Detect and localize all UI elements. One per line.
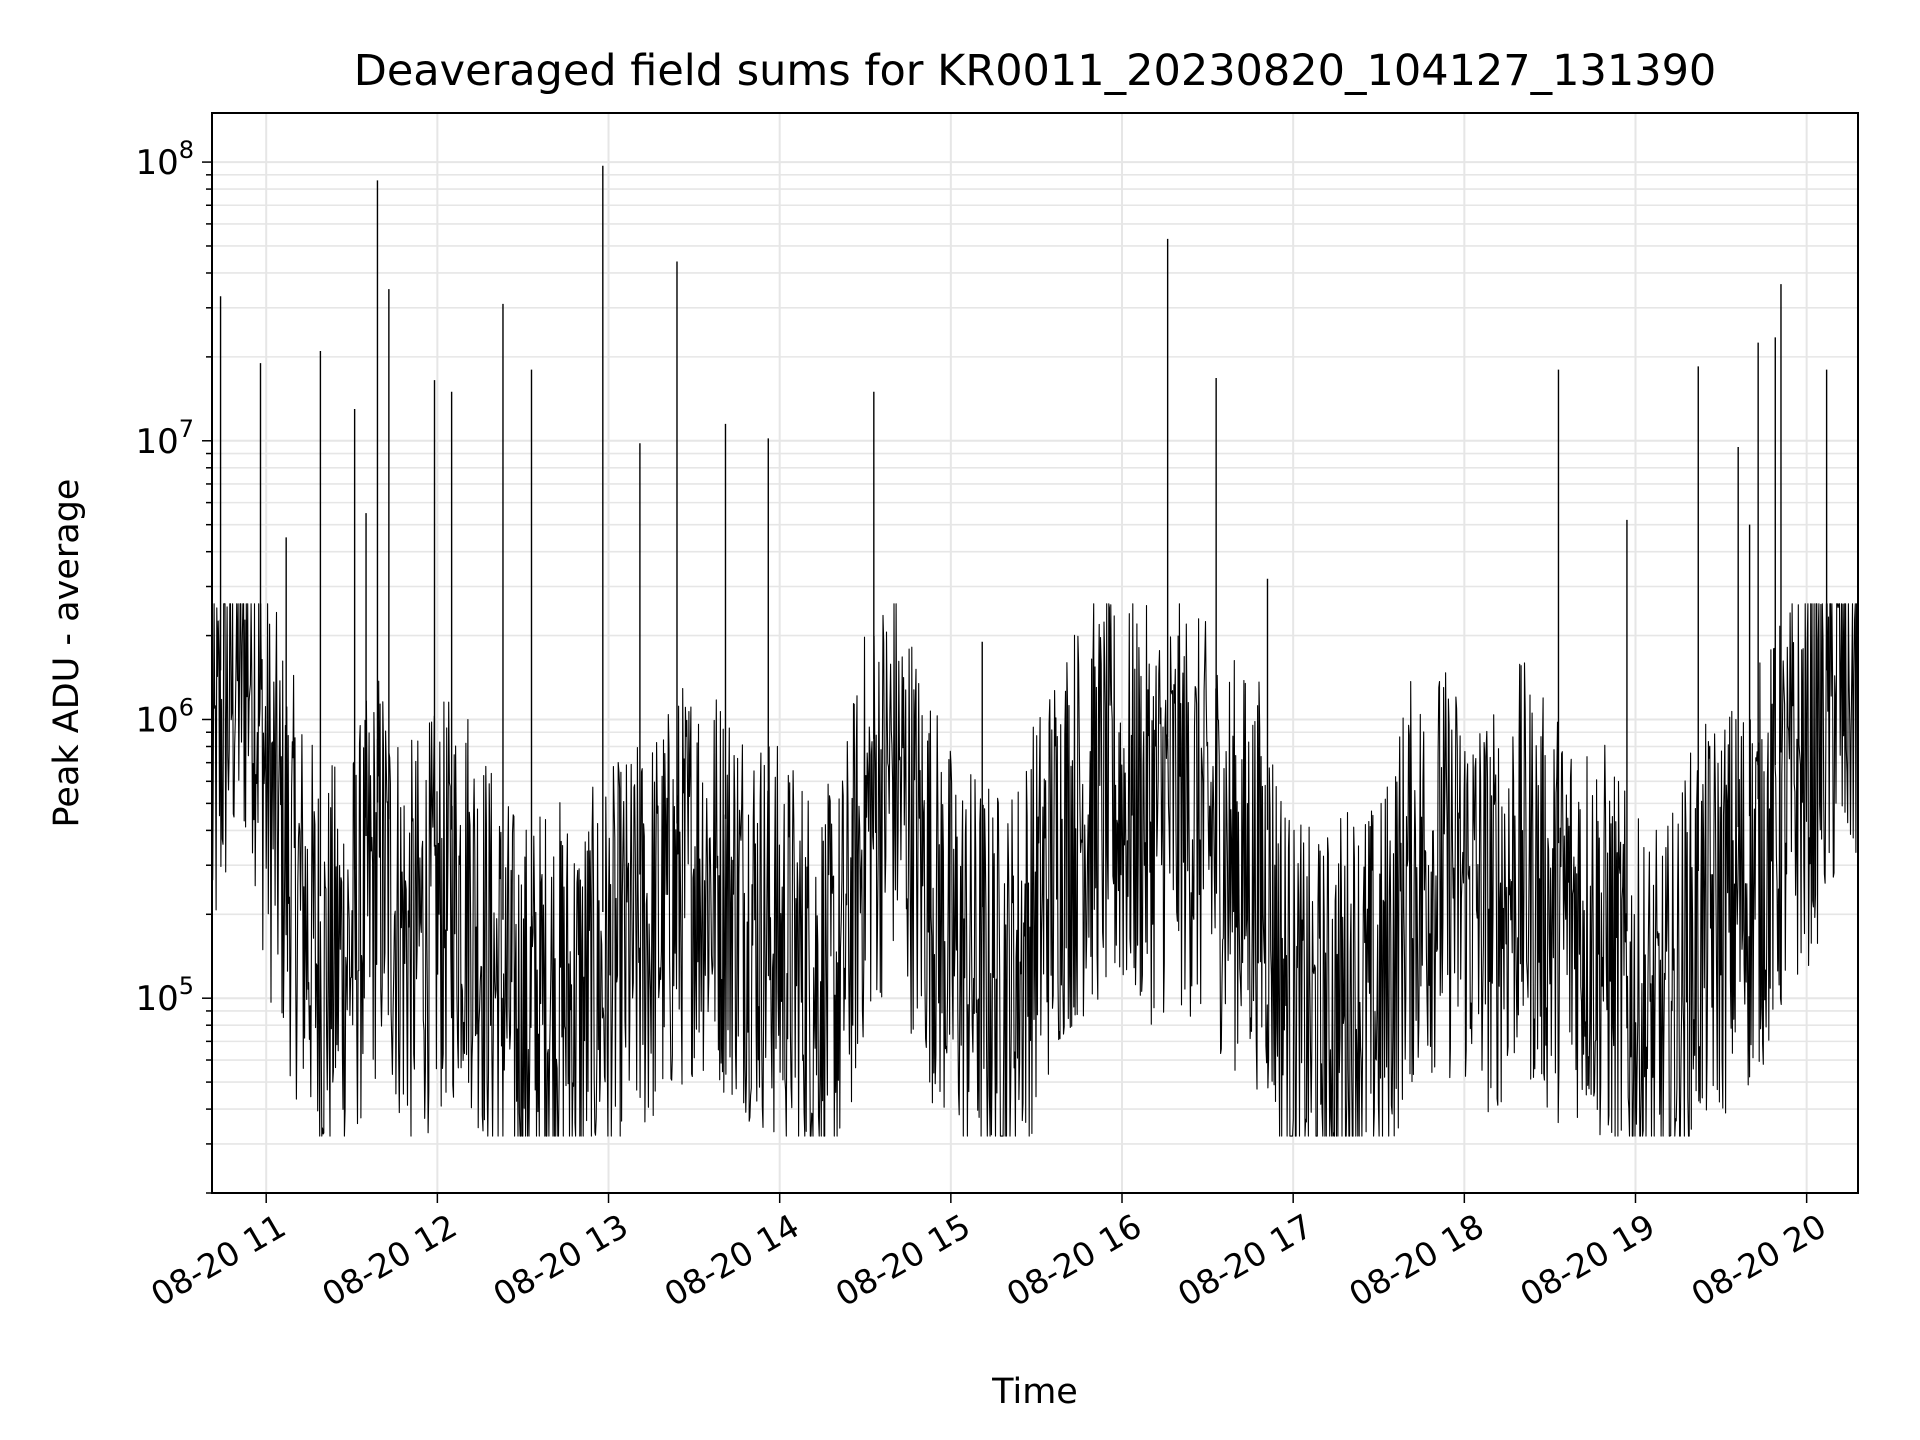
y-tick-label: 105 bbox=[135, 972, 194, 1019]
y-tick-label: 107 bbox=[135, 415, 194, 462]
axes-frame bbox=[211, 112, 1859, 1194]
y-axis-label: Peak ADU - average bbox=[47, 479, 87, 828]
plot-area bbox=[211, 165, 1859, 1137]
chart-title: Deaveraged field sums for KR0011_2023082… bbox=[354, 46, 1717, 96]
y-tick-label: 106 bbox=[135, 693, 194, 740]
series-line bbox=[211, 603, 1859, 1137]
x-axis-label: Time bbox=[991, 1372, 1078, 1412]
y-tick-label: 108 bbox=[135, 136, 194, 183]
